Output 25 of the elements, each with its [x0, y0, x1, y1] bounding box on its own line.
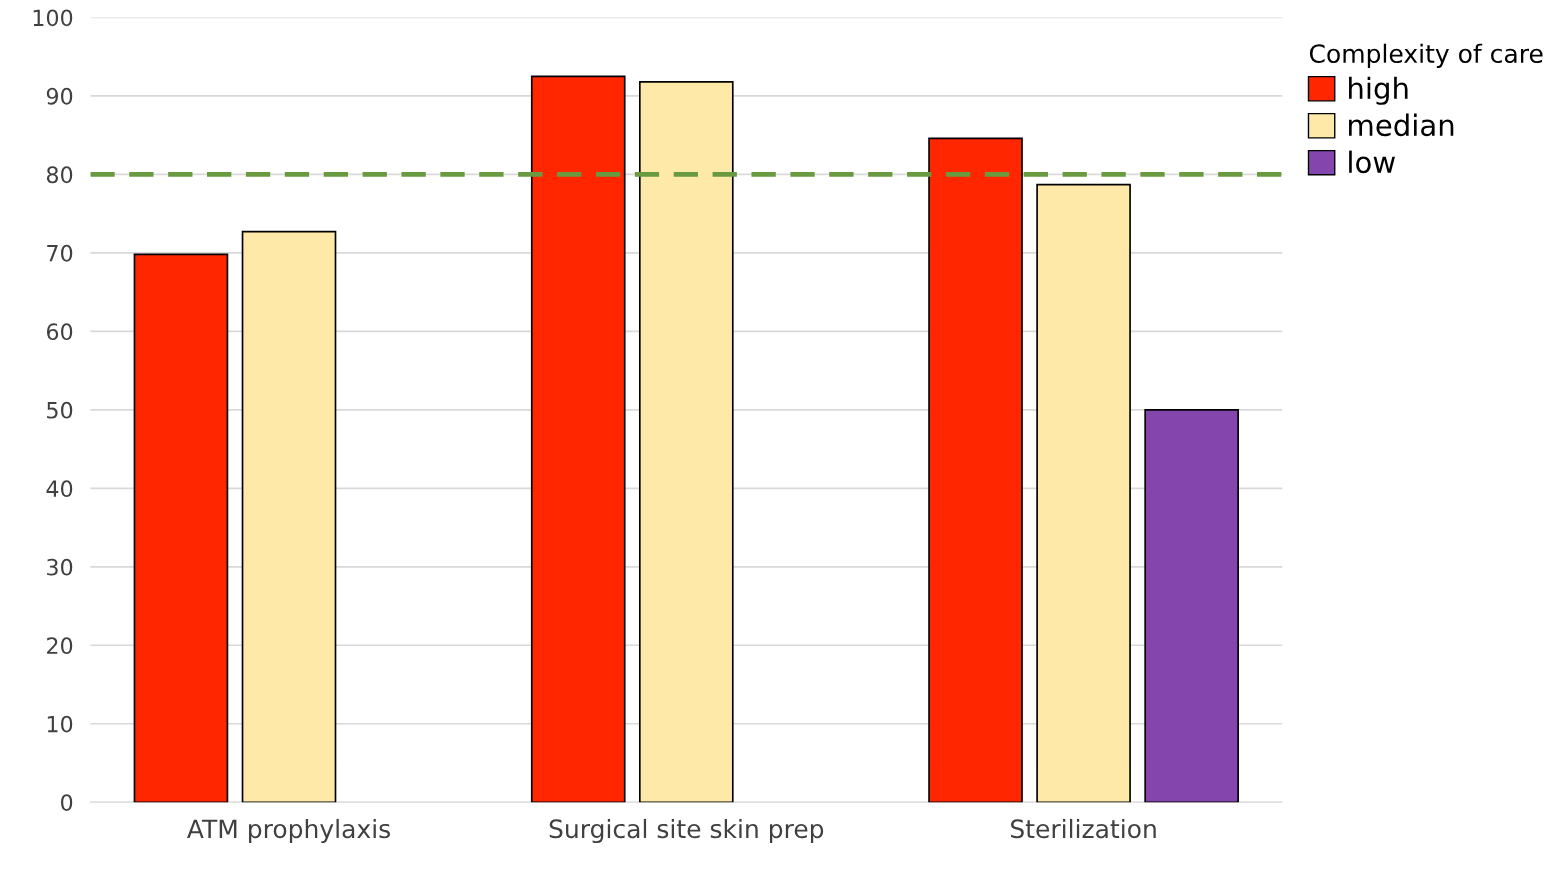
bar: [928, 137, 1023, 803]
y-tick-label: 0: [61, 794, 73, 811]
bar: [133, 253, 229, 803]
y-tick-label: 80: [46, 166, 73, 184]
y-tick-label: 40: [46, 480, 73, 498]
legend-title: Complexity of care: [1309, 43, 1543, 68]
y-tick-label: 90: [46, 87, 73, 105]
y-tick-label: 60: [46, 323, 73, 341]
bar: [530, 75, 626, 803]
legend-label: low: [1349, 150, 1395, 174]
y-tick-label: 10: [47, 715, 73, 733]
x-tick-label: Sterilization: [1010, 818, 1156, 839]
bar: [1036, 183, 1131, 803]
y-tick-label: 70: [47, 244, 73, 262]
x-tick-label: ATM prophylaxis: [187, 818, 390, 844]
y-tick-label: 20: [47, 637, 73, 655]
y-tick-label: 30: [47, 558, 73, 576]
y-tick-label: 50: [47, 401, 73, 419]
legend-label: median: [1349, 113, 1454, 137]
bar: [638, 80, 734, 803]
legend-label: high: [1349, 76, 1408, 105]
bar: [1144, 409, 1239, 803]
bar: [241, 230, 337, 803]
y-tick-label: 100: [33, 9, 73, 27]
x-tick-label: Surgical site skin prep: [549, 818, 824, 844]
